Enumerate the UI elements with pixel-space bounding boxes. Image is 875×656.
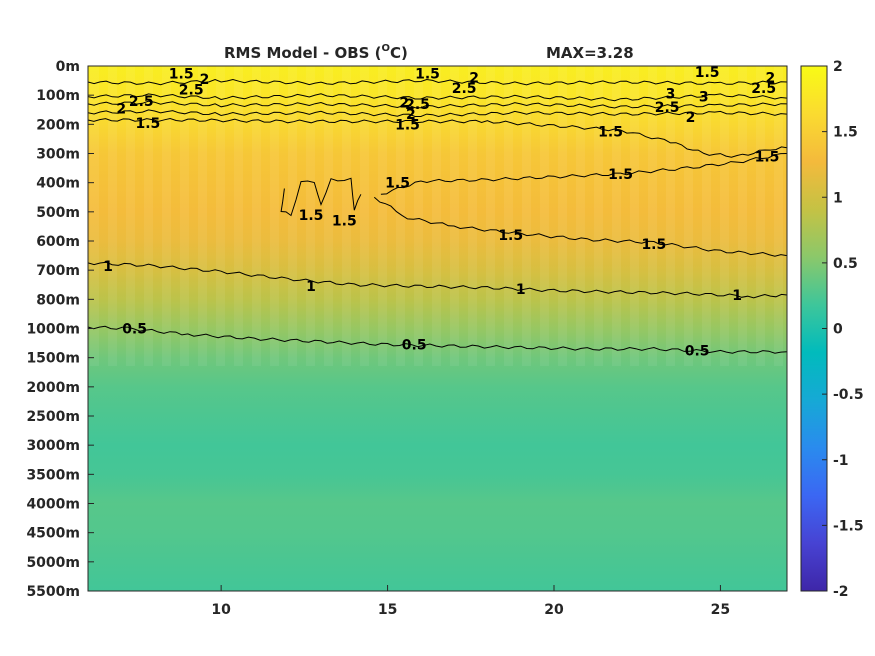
y-tick-label: 700m	[36, 263, 80, 279]
contour-label: 3	[699, 90, 709, 106]
y-tick-label: 5000m	[26, 555, 80, 571]
y-tick-label: 1500m	[26, 351, 80, 367]
contour-label: 1.5	[498, 228, 523, 244]
y-tick-label: 300m	[36, 147, 80, 163]
y-tick-label: 100m	[36, 88, 80, 104]
contour-label: 1	[306, 279, 316, 295]
contour-label: 2.5	[129, 94, 154, 110]
contour-line	[88, 100, 787, 109]
contour-line	[373, 196, 787, 257]
y-tick-label: 3500m	[26, 467, 80, 483]
contour-label: 1.5	[169, 66, 194, 82]
y-tick-label: 2500m	[26, 409, 80, 425]
y-tick-label: 600m	[36, 234, 80, 250]
contour-label: 2.5	[405, 97, 430, 113]
y-tick-label: 2000m	[26, 380, 80, 396]
contour-line	[88, 78, 787, 86]
contour-label: 1	[516, 282, 526, 298]
y-axis: 0m 100m 200m 300m 400m 500m 600m 700m 800m 1000m 1…	[26, 59, 94, 600]
contour-label: 2	[469, 71, 479, 87]
contour-label: 1.5	[136, 116, 161, 132]
contour-label: 2.5	[179, 82, 204, 98]
contour-label: 2.5	[655, 100, 680, 116]
y-tick-label: 800m	[36, 292, 80, 308]
y-tick-label: 1000m	[26, 322, 80, 338]
y-tick-label: 4500m	[26, 526, 80, 542]
x-tick-label: 15	[378, 602, 397, 618]
contour-label: 2	[116, 101, 126, 117]
contour-label: 3	[666, 87, 676, 103]
contour-label: 1.5	[415, 66, 440, 82]
contour-line	[88, 109, 787, 118]
contour-label: 2.5	[751, 81, 776, 97]
colorbar-tick-label: 2	[833, 59, 843, 75]
colorbar-tick-label: 1	[833, 190, 843, 206]
contour-labels: 1.5 22.52 2.51.51.5 22.522.521.51.5 22.53 32.…	[103, 65, 779, 360]
colorbar-tick-label: -1.5	[833, 518, 864, 534]
contour-label: 1.5	[755, 149, 780, 165]
contour-line	[88, 325, 787, 354]
y-tick-label: 4000m	[26, 497, 80, 513]
plot-area: 1.5 22.52 2.51.51.5 22.522.521.51.5 22.53 32.…	[87, 65, 788, 592]
max-label: MAX=3.28	[546, 44, 634, 62]
contour-label: 0.5	[122, 322, 147, 338]
contour-label: 1.5	[385, 176, 410, 192]
contour-label: 2	[765, 71, 775, 87]
x-axis: 10 15 20 25	[211, 585, 730, 618]
contour-label: 1.5	[332, 214, 357, 230]
heatmap-texture	[88, 66, 787, 366]
y-tick-label: 500m	[36, 205, 80, 221]
y-tick-label: 400m	[36, 176, 80, 192]
contour-label: 1.5	[641, 237, 666, 253]
x-tick-label: 25	[711, 602, 730, 618]
contour-line	[380, 153, 787, 195]
colorbar: 2 1.5 1 0.5 0 -0.5 -1 -1.5 -2	[800, 59, 864, 600]
contour-label: 2	[399, 95, 409, 111]
colorbar-tick-label: 1.5	[833, 125, 858, 141]
contour-label: 2	[686, 110, 696, 126]
contour-label: 2	[406, 107, 416, 123]
contour-label: 1.5	[395, 117, 420, 133]
contour-line	[88, 261, 787, 299]
contour-label: 0.5	[685, 343, 710, 359]
y-tick-label: 3000m	[26, 438, 80, 454]
y-tick-label: 5500m	[26, 584, 80, 600]
contour-label: 1	[732, 288, 742, 304]
contour-label: 2	[200, 72, 210, 88]
contour-label: 1.5	[299, 208, 324, 224]
contour-label: 1.5	[598, 125, 623, 141]
contour-line	[88, 117, 787, 158]
contour-lines	[88, 78, 787, 354]
contour-label: 1	[103, 259, 113, 275]
contour-label: 2.5	[452, 81, 477, 97]
chart-title: RMS Model - OBS (OC)	[224, 43, 408, 62]
colorbar-tick-label: -2	[833, 584, 849, 600]
colorbar-tick-label: 0	[833, 322, 843, 338]
contour-label: 1.5	[608, 167, 633, 183]
y-tick-label: 0m	[56, 59, 80, 75]
contour-line	[88, 93, 787, 102]
x-tick-label: 10	[211, 602, 231, 618]
contour-line	[280, 177, 362, 217]
y-tick-label: 200m	[36, 117, 80, 133]
colorbar-tick-label: 0.5	[833, 256, 858, 272]
colorbar-tick-label: -0.5	[833, 387, 864, 403]
colorbar-tick-label: -1	[833, 453, 849, 469]
x-tick-label: 20	[544, 602, 564, 618]
colorbar-ticks: 2 1.5 1 0.5 0 -0.5 -1 -1.5 -2	[822, 59, 864, 600]
contour-label: 1.5	[695, 65, 720, 81]
contour-label: 0.5	[402, 338, 427, 354]
